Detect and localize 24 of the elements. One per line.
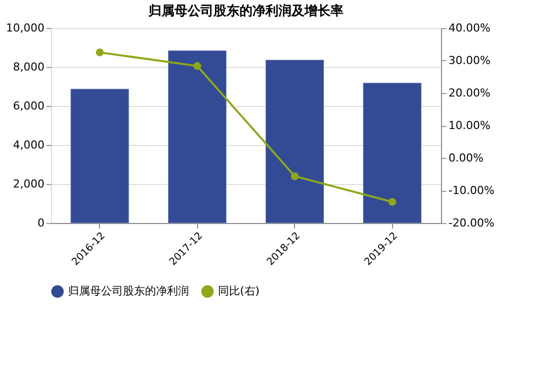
y-tick-label: 6,000 <box>13 100 44 112</box>
y2-tick-label: -20.00% <box>448 216 494 230</box>
y2-tick-label: 10.00% <box>448 119 490 132</box>
point <box>388 198 396 206</box>
bar <box>70 88 129 224</box>
y2-tick-label: 30.00% <box>448 54 490 67</box>
bar <box>266 60 324 224</box>
y2-tick-label: 40.00% <box>448 22 490 34</box>
y-tick-label: 8,000 <box>13 60 44 74</box>
chart-title: 归属母公司股东的净利润及增长率 <box>148 3 344 19</box>
legend-label: 归属母公司股东的净利润 <box>68 284 189 298</box>
y-tick-label: 2,000 <box>13 178 44 190</box>
bar <box>168 50 226 224</box>
point <box>96 48 104 56</box>
legend-label: 同比(右) <box>218 284 260 298</box>
y2-tick-label: -10.00% <box>448 184 494 197</box>
y2-tick-label: 20.00% <box>448 86 490 100</box>
bar <box>363 82 422 224</box>
point <box>193 62 202 70</box>
y-tick-label: 4,000 <box>13 138 44 152</box>
y-tick-label: 0 <box>38 216 44 230</box>
y-tick-label: 10,000 <box>6 22 44 34</box>
point <box>290 172 299 180</box>
y2-tick-label: 0.00% <box>448 152 484 164</box>
